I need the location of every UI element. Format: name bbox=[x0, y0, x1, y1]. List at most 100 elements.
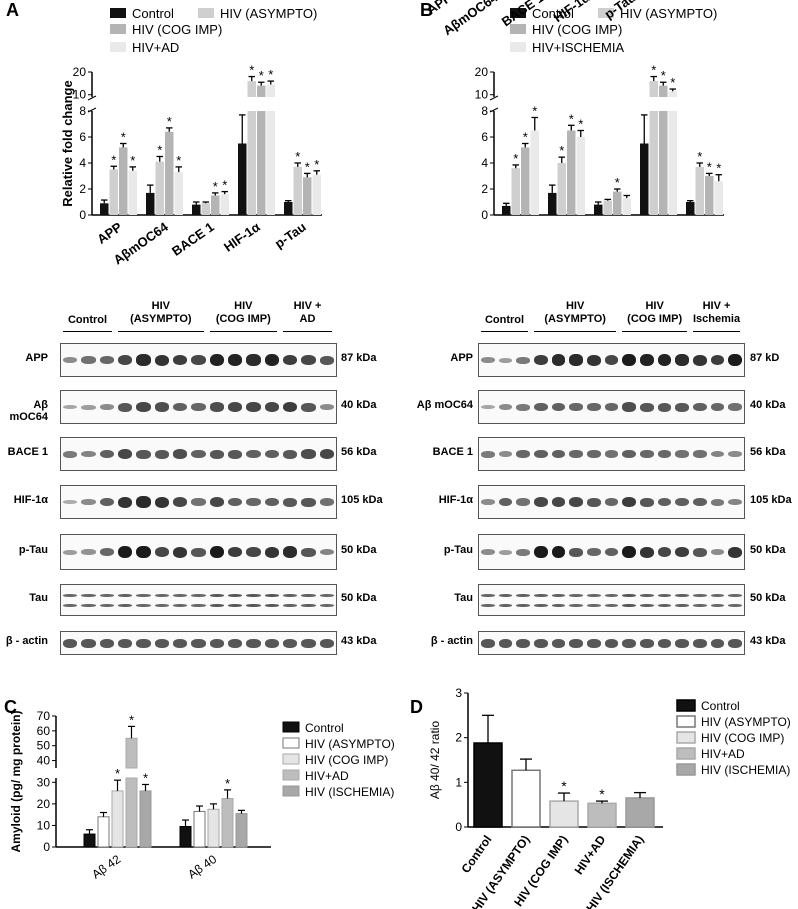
chart-a-fold-change: Control HIV (ASYMPTO)HIV (COG IMP) HIV+AD 0… bbox=[60, 6, 322, 268]
blot-band bbox=[604, 355, 619, 365]
bar bbox=[257, 111, 266, 215]
legend-swatch bbox=[676, 715, 696, 728]
blot-band bbox=[516, 548, 530, 556]
legend-label: HIV+AD bbox=[132, 40, 179, 55]
blot-kda-label: 50 kDa bbox=[341, 592, 377, 604]
blot-band bbox=[622, 449, 636, 459]
blot-band bbox=[319, 449, 334, 459]
blot-band bbox=[136, 402, 151, 412]
legend-label: HIV (COG IMP) bbox=[305, 753, 388, 767]
bar bbox=[668, 111, 677, 215]
blot-band bbox=[154, 604, 169, 607]
bar bbox=[247, 111, 256, 215]
panel-letter-b: B bbox=[420, 0, 433, 20]
blot-band bbox=[534, 594, 548, 597]
blot-group-label-line: Control bbox=[484, 314, 525, 326]
blot-band bbox=[301, 355, 316, 365]
blot-kda-label: 87 kDa bbox=[341, 352, 377, 364]
blot-band bbox=[569, 594, 583, 597]
blot-group-underline bbox=[209, 331, 277, 332]
blot-strip bbox=[60, 631, 337, 655]
blot-band bbox=[319, 355, 334, 365]
blot-band bbox=[534, 402, 548, 412]
blot-band bbox=[154, 354, 169, 366]
bar bbox=[247, 81, 256, 97]
blot-band bbox=[640, 546, 654, 558]
blot-band bbox=[551, 497, 566, 507]
blot-band bbox=[569, 547, 583, 557]
bar bbox=[640, 143, 649, 215]
blot-band bbox=[569, 354, 583, 366]
bar bbox=[155, 161, 164, 215]
blot-band bbox=[710, 450, 725, 458]
blot-band bbox=[710, 498, 725, 506]
blot-band bbox=[81, 404, 96, 410]
blot-band bbox=[587, 354, 601, 366]
blot-group-underline bbox=[283, 331, 332, 332]
bar bbox=[649, 81, 658, 97]
blot-band bbox=[191, 604, 206, 607]
blot-band bbox=[481, 499, 495, 505]
bar bbox=[587, 802, 617, 828]
blot-band bbox=[319, 604, 334, 607]
blot-row-label: BACE 1 bbox=[7, 446, 48, 458]
legend-swatch bbox=[282, 769, 300, 781]
blot-band bbox=[301, 547, 316, 557]
x-tick-label: HIV+AD bbox=[572, 832, 609, 877]
blot-band bbox=[693, 604, 707, 607]
blot-band bbox=[569, 604, 583, 607]
blot-band bbox=[228, 546, 243, 558]
blot-band bbox=[173, 497, 188, 507]
y-tick-label: 8 bbox=[481, 104, 488, 118]
bar bbox=[659, 111, 668, 215]
blot-band bbox=[587, 450, 601, 458]
blot-band bbox=[728, 546, 742, 558]
y-tick-label: 30 bbox=[37, 775, 51, 789]
y-tick-label: 20 bbox=[37, 797, 51, 811]
blot-band bbox=[498, 549, 513, 555]
blot-band bbox=[710, 594, 725, 597]
legend-label: HIV (COG IMP) bbox=[701, 731, 784, 745]
blot-band bbox=[264, 449, 279, 459]
y-tick-label: 50 bbox=[37, 739, 51, 753]
x-tick-label: Aβ 42 bbox=[89, 852, 123, 882]
significance-star: * bbox=[661, 68, 666, 83]
bar bbox=[201, 203, 210, 215]
legend-swatch bbox=[676, 763, 696, 776]
blot-band bbox=[228, 594, 243, 597]
blot-band bbox=[640, 450, 654, 458]
blot-band bbox=[657, 604, 672, 607]
blot-band bbox=[710, 604, 725, 607]
bar bbox=[221, 797, 234, 848]
significance-star: * bbox=[259, 68, 264, 83]
blot-kda-label: 56 kDa bbox=[341, 446, 377, 458]
blot-band bbox=[136, 545, 151, 559]
y-axis-label: Aβ 40/ 42 ratio bbox=[428, 721, 442, 800]
blot-band bbox=[264, 604, 279, 607]
blot-band bbox=[604, 604, 619, 607]
blot-row-label: HIF-1α bbox=[438, 494, 473, 506]
bar bbox=[686, 202, 695, 215]
significance-star: * bbox=[249, 63, 254, 78]
blot-band bbox=[99, 638, 114, 648]
bar bbox=[125, 737, 138, 769]
blot-band bbox=[622, 402, 636, 412]
legend-swatch bbox=[110, 42, 126, 52]
blot-band bbox=[516, 498, 530, 506]
blot-band bbox=[481, 357, 495, 363]
blot-band bbox=[283, 401, 298, 413]
blot-band bbox=[283, 354, 298, 366]
bar bbox=[100, 203, 109, 215]
bar bbox=[193, 810, 206, 848]
blot-band bbox=[534, 604, 548, 607]
x-tick-label: AβmOC64 bbox=[440, 0, 501, 38]
blot-band bbox=[657, 638, 672, 648]
blot-band bbox=[481, 549, 495, 555]
blot-band bbox=[587, 548, 601, 556]
significance-star: * bbox=[213, 179, 218, 194]
blot-group-underline bbox=[622, 331, 687, 332]
blot-band bbox=[728, 451, 742, 457]
bar bbox=[119, 147, 128, 215]
blot-band bbox=[498, 357, 513, 363]
